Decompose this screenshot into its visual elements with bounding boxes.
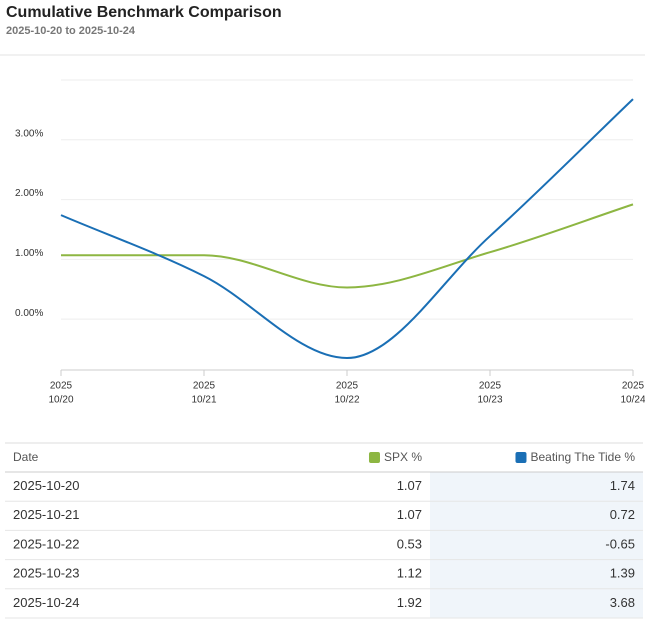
table-cell: 2025-10-23 <box>13 566 80 581</box>
x-tick-label: 2025 <box>479 381 502 392</box>
legend-swatch <box>368 452 380 463</box>
x-tick-label: 2025 <box>336 381 359 392</box>
table-cell: 2025-10-24 <box>13 595 80 610</box>
y-tick-label: 3.00% <box>15 128 43 139</box>
series-line <box>60 98 634 360</box>
table-header: Date <box>13 450 39 464</box>
x-tick-label: 10/21 <box>191 395 216 406</box>
legend-label: SPX % <box>384 450 422 464</box>
y-tick-label: 2.00% <box>15 188 43 199</box>
chart-subtitle: 2025-10-20 to 2025-10-24 <box>6 25 136 37</box>
x-tick-label: 2025 <box>50 381 73 392</box>
table-cell: 1.92 <box>397 595 422 610</box>
column-highlight <box>430 472 643 618</box>
x-tick-label: 10/22 <box>334 395 359 406</box>
x-tick-label: 2025 <box>622 381 645 392</box>
legend-swatch <box>515 452 527 463</box>
x-tick-label: 10/23 <box>477 395 502 406</box>
table-cell: 2025-10-22 <box>13 536 80 551</box>
table-cell: 1.07 <box>397 507 422 522</box>
table-cell: 0.72 <box>610 507 635 522</box>
series-line <box>61 203 634 289</box>
x-tick-label: 10/20 <box>48 395 73 406</box>
table-cell: 1.39 <box>610 566 635 581</box>
x-tick-label: 10/24 <box>620 395 645 406</box>
chart-title: Cumulative Benchmark Comparison <box>6 4 282 21</box>
y-tick-label: 1.00% <box>15 248 43 259</box>
table-cell: 0.53 <box>397 536 422 551</box>
table-cell: 2025-10-20 <box>13 478 80 493</box>
table-cell: 3.68 <box>610 595 635 610</box>
table-cell: -0.65 <box>605 536 635 551</box>
table-cell: 1.12 <box>397 566 422 581</box>
table-cell: 2025-10-21 <box>13 507 80 522</box>
table-cell: 1.74 <box>610 478 635 493</box>
legend-label: Beating The Tide % <box>530 450 635 464</box>
y-tick-label: 0.00% <box>15 308 43 319</box>
x-tick-label: 2025 <box>193 381 216 392</box>
table-cell: 1.07 <box>397 478 422 493</box>
